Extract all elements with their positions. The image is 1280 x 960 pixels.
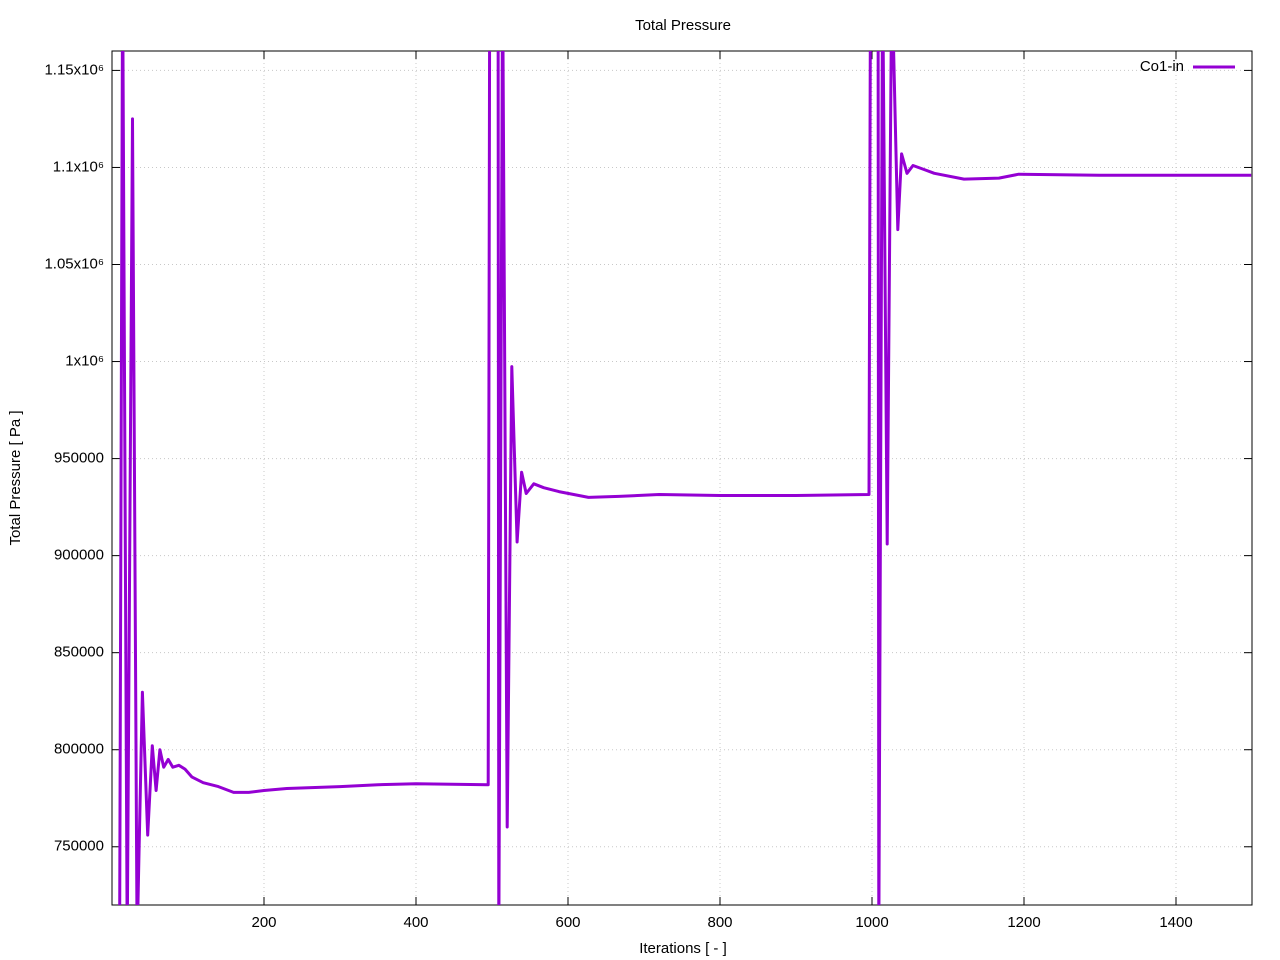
y-tick-label: 1.1x10⁶ [53, 158, 104, 175]
y-tick-label: 1.15x10⁶ [44, 61, 104, 78]
y-axis-label: Total Pressure [ Pa ] [7, 410, 24, 545]
plot-frame [111, 50, 1253, 906]
x-tick-label: 800 [707, 914, 732, 931]
y-tick-label: 950000 [54, 450, 104, 467]
chart-title: Total Pressure [635, 17, 731, 34]
y-tick-label: 900000 [54, 547, 104, 564]
x-tick-label: 1400 [1159, 914, 1192, 931]
x-tick-label: 1200 [1007, 914, 1040, 931]
legend-label: Co1-in [1140, 58, 1184, 75]
y-tick-label: 1x10⁶ [65, 353, 104, 370]
x-tick-label: 1000 [855, 914, 888, 931]
x-tick-label: 600 [555, 914, 580, 931]
data-line [118, 51, 1252, 905]
y-tick-label: 1.05x10⁶ [44, 255, 104, 272]
x-tick-label: 200 [251, 914, 276, 931]
y-tick-label: 800000 [54, 741, 104, 758]
x-tick-label: 400 [403, 914, 428, 931]
x-axis-label: Iterations [ - ] [639, 940, 727, 957]
y-tick-label: 750000 [54, 838, 104, 855]
y-tick-label: 850000 [54, 644, 104, 661]
